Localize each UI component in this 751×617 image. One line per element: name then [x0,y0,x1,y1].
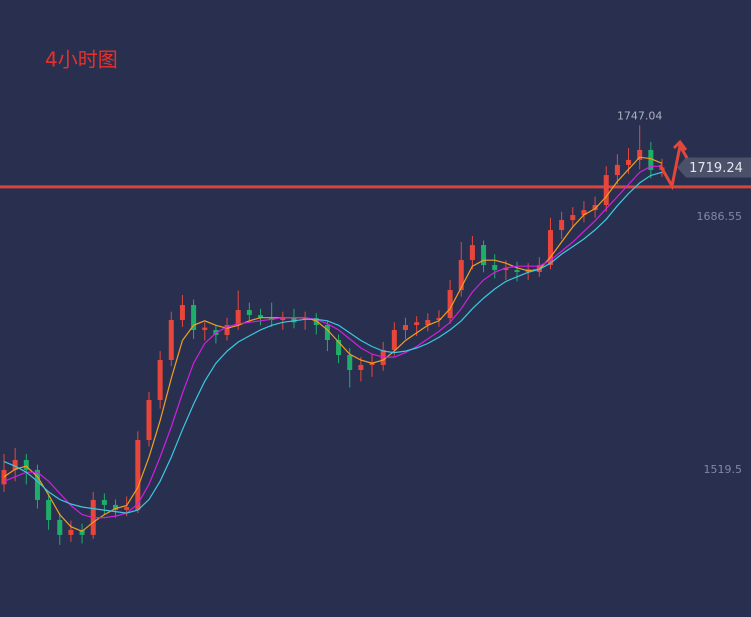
chart-title: 4小时图 [45,48,118,72]
candle-body [258,315,264,319]
candle-body [12,459,18,470]
high-label: 1747.04 [617,109,663,122]
candle-body [280,318,286,321]
candle-body [202,327,208,331]
candle-body [492,265,498,271]
candle-body [191,305,197,331]
candle-body [648,149,654,170]
candle-body [425,320,431,326]
candle-body [113,504,119,510]
candle-body [559,220,565,231]
candle-body [481,245,487,266]
candle-body [101,499,107,505]
candle-body [547,230,553,266]
candle-body [34,469,40,500]
candle-body [324,325,330,341]
candle-body [46,499,52,520]
candle-body [57,519,63,535]
candle-body [291,318,297,323]
y-tick-label: 1519.5 [704,463,743,476]
candle-body [514,270,520,273]
price-tag [677,157,751,178]
candle-body [626,159,632,165]
candle-body [391,330,397,350]
candle-body [637,149,643,160]
candle-body [135,439,141,510]
candle-body [603,175,609,206]
candle-body [436,318,442,321]
forecast-arrow [658,139,689,191]
candle-body [157,359,163,400]
ma-line [3,156,663,532]
candle-body [581,210,587,216]
candle-body [570,215,576,221]
candle-body [402,325,408,331]
candle-body [336,340,342,355]
candle-body [358,364,364,370]
candle-body [1,469,7,485]
candle-body [68,529,74,535]
candle-body [23,459,29,470]
candle-body [503,267,509,271]
candle-body [302,318,308,320]
candle-body [447,290,453,319]
candle-body [614,164,620,176]
y-tick-label: 1686.55 [697,210,743,223]
candle-body [458,260,464,291]
candle-body [592,205,598,211]
last-price: 1719.24 [689,161,743,176]
candle-body [414,322,420,326]
candle-body [124,507,130,510]
candle-body [246,310,252,316]
plot-area: 1686.55 1519.5 1747.04 1719.24 [0,109,751,545]
candle-body [146,399,152,440]
ma-line [3,165,662,519]
candle-body [79,529,85,535]
candle-body [235,310,241,326]
candle-body [347,354,353,370]
candle-body [168,320,174,360]
candle-body [179,305,185,321]
candle-body [469,245,475,261]
candle-body [224,325,230,336]
ma-line [3,171,663,514]
